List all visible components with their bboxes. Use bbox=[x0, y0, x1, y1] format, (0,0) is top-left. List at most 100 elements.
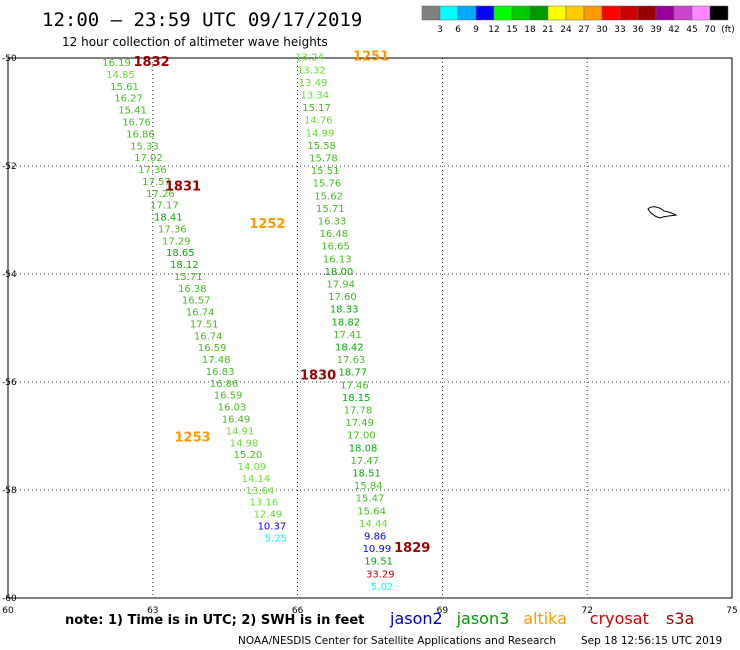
wave-height-value: 10.99 bbox=[363, 544, 392, 555]
colorbar-label: 21 bbox=[542, 25, 553, 35]
colorbar-label: 39 bbox=[650, 25, 662, 35]
mission-name: altika bbox=[523, 609, 567, 628]
wave-height-value: 16.33 bbox=[318, 217, 347, 228]
map-subtitle: 12 hour collection of altimeter wave hei… bbox=[62, 35, 328, 49]
wave-height-value: 17.49 bbox=[345, 418, 374, 429]
colorbar-swatch bbox=[529, 5, 549, 21]
y-tick-label: -52 bbox=[2, 162, 17, 172]
colorbar-label: 30 bbox=[596, 25, 608, 35]
wave-height-value: 33.29 bbox=[366, 569, 395, 580]
wave-height-value: 9.86 bbox=[364, 532, 386, 543]
colorbar-label: 45 bbox=[686, 25, 697, 35]
colorbar-label: 18 bbox=[524, 25, 536, 35]
wave-height-value: 15.33 bbox=[130, 141, 159, 152]
wave-height-value: 17.57 bbox=[142, 177, 171, 188]
wave-height-value: 16.83 bbox=[206, 367, 235, 378]
wave-height-value: 14.85 bbox=[106, 70, 135, 81]
wave-height-value: 5.25 bbox=[265, 533, 287, 544]
wave-height-value: 15.71 bbox=[316, 204, 345, 215]
pass-number-label: 1831 bbox=[165, 179, 201, 194]
colorbar: 3 6 9 12 15 18 21 24 27 30 33 36 39 42 45 70 (ft) bbox=[421, 5, 735, 35]
colorbar-label: 24 bbox=[560, 25, 572, 35]
wave-height-value: 16.65 bbox=[321, 242, 350, 253]
wave-height-value: 16.57 bbox=[182, 296, 211, 307]
wave-height-value: 13.49 bbox=[299, 78, 328, 89]
colorbar-swatch bbox=[637, 5, 657, 21]
wave-height-value: 16.59 bbox=[198, 343, 227, 354]
wave-height-value: 13.24 bbox=[295, 53, 324, 64]
wave-height-value: 17.46 bbox=[340, 380, 369, 391]
colorbar-swatch bbox=[493, 5, 513, 21]
wave-height-value: 18.33 bbox=[330, 305, 359, 316]
wave-height-value: 14.14 bbox=[242, 474, 271, 485]
wave-height-value: 15.41 bbox=[118, 106, 147, 117]
wave-height-value: 15.58 bbox=[307, 141, 336, 152]
wave-height-value: 14.09 bbox=[238, 462, 267, 473]
mission-name: cryosat bbox=[590, 609, 649, 628]
colorbar-swatch bbox=[619, 5, 639, 21]
colorbar-swatch bbox=[457, 5, 477, 21]
wave-height-value: 14.91 bbox=[226, 426, 255, 437]
wave-height-value: 17.63 bbox=[337, 355, 366, 366]
wave-height-value: 13.64 bbox=[246, 486, 275, 497]
units-note: note: 1) Time is in UTC; 2) SWH is in fe… bbox=[65, 613, 364, 628]
wave-height-value: 18.08 bbox=[349, 443, 378, 454]
wave-height-value: 14.98 bbox=[230, 438, 259, 449]
colorbar-label: 15 bbox=[506, 25, 517, 35]
colorbar-label: 27 bbox=[578, 25, 589, 35]
wave-height-value: 16.27 bbox=[114, 94, 143, 105]
colorbar-swatch bbox=[511, 5, 531, 21]
map-frame: 60 63 66 69 72 75 -50 -52 -54 -56 -58 -60 bbox=[2, 54, 738, 616]
pass-number-label: 1830 bbox=[300, 368, 336, 383]
wave-height-value: 16.74 bbox=[194, 331, 223, 342]
map-title: 12:00 — 23:59 UTC 09/17/2019 bbox=[42, 9, 362, 31]
mission-legend: jason2 jason3 altika cryosat s3a bbox=[389, 609, 694, 628]
wave-height-value: 16.48 bbox=[319, 229, 348, 240]
pass-number-label: 1832 bbox=[133, 55, 169, 70]
colorbar-label: 33 bbox=[614, 25, 625, 35]
wave-height-value: 15.47 bbox=[356, 494, 385, 505]
y-tick-label: -58 bbox=[2, 486, 17, 496]
mission-name: jason2 bbox=[389, 609, 443, 628]
wave-height-value: 16.49 bbox=[222, 415, 251, 426]
colorbar-swatch bbox=[691, 5, 711, 21]
x-tick-label: 72 bbox=[581, 606, 592, 616]
wave-height-value: 15.62 bbox=[314, 191, 343, 202]
colorbar-label: 9 bbox=[473, 25, 479, 35]
colorbar-swatch bbox=[601, 5, 621, 21]
credit-text: NOAA/NESDIS Center for Satellite Applica… bbox=[238, 635, 556, 647]
colorbar-label: 42 bbox=[668, 25, 679, 35]
wave-height-value: 18.65 bbox=[166, 248, 195, 259]
colorbar-label: 6 bbox=[455, 25, 461, 35]
colorbar-swatch bbox=[655, 5, 675, 21]
wave-height-value: 14.44 bbox=[359, 519, 388, 530]
wave-height-value: 15.84 bbox=[354, 481, 383, 492]
wave-height-value: 13.34 bbox=[301, 91, 330, 102]
wave-height-value: 17.51 bbox=[190, 319, 219, 330]
colorbar-swatch bbox=[709, 5, 729, 21]
colorbar-swatch bbox=[565, 5, 585, 21]
wave-height-value: 17.47 bbox=[351, 456, 380, 467]
x-tick-label: 60 bbox=[2, 606, 14, 616]
wave-height-value: 15.76 bbox=[313, 179, 342, 190]
wave-height-value: 16.03 bbox=[218, 403, 247, 414]
satellite-tracks: 16.1914.8515.6116.2715.4116.7616.8615.33… bbox=[102, 53, 394, 593]
colorbar-swatch bbox=[439, 5, 459, 21]
wave-height-value: 16.59 bbox=[214, 391, 243, 402]
wave-height-value: 17.02 bbox=[134, 153, 163, 164]
wave-height-value: 17.36 bbox=[158, 224, 187, 235]
wave-height-value: 15.17 bbox=[302, 103, 331, 114]
pass-number-label: 1829 bbox=[394, 541, 430, 556]
wave-height-value: 12.49 bbox=[254, 510, 283, 521]
colorbar-swatch bbox=[583, 5, 603, 21]
pass-number-label: 1251 bbox=[353, 50, 389, 65]
wave-height-value: 15.61 bbox=[110, 82, 139, 93]
wave-height-value: 17.41 bbox=[333, 330, 362, 341]
wave-height-value: 16.19 bbox=[102, 58, 131, 69]
wave-height-value: 16.13 bbox=[323, 254, 352, 265]
wave-height-value: 16.38 bbox=[178, 284, 207, 295]
timestamp-text: Sep 18 12:56:15 UTC 2019 bbox=[581, 635, 722, 647]
wave-height-value: 15.71 bbox=[174, 272, 203, 283]
wave-height-value: 18.82 bbox=[332, 317, 361, 328]
colorbar-swatch bbox=[673, 5, 693, 21]
